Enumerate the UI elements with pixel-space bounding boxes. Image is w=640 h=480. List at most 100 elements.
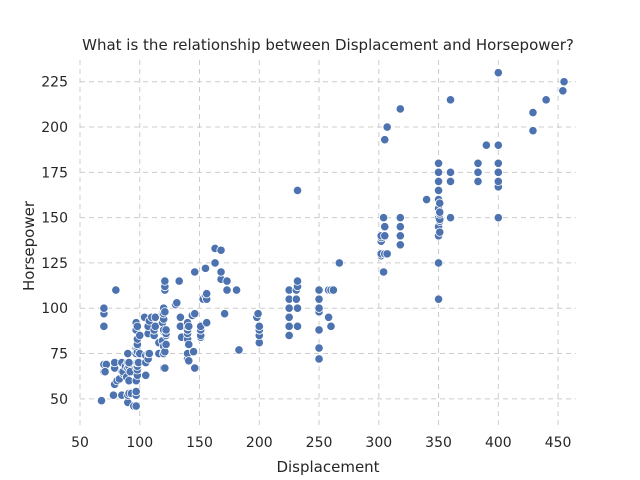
data-point — [253, 309, 263, 319]
data-point — [314, 294, 324, 304]
data-point — [284, 312, 294, 322]
data-point — [395, 104, 405, 114]
x-tick-label: 50 — [71, 435, 89, 451]
data-point — [541, 95, 551, 105]
data-point — [435, 198, 445, 208]
data-point — [135, 330, 145, 341]
data-point — [220, 309, 230, 319]
data-point — [216, 267, 226, 277]
data-point — [174, 276, 184, 286]
data-point — [395, 231, 405, 241]
data-point — [473, 167, 483, 177]
y-tick-label: 175 — [41, 165, 68, 181]
data-point — [445, 95, 456, 105]
data-point — [216, 245, 226, 255]
data-point — [184, 356, 194, 366]
data-point — [445, 167, 456, 177]
data-points — [96, 68, 569, 411]
data-point — [222, 285, 232, 295]
data-point — [382, 122, 392, 132]
data-point — [528, 126, 538, 136]
data-point — [433, 176, 444, 186]
data-point — [231, 285, 242, 295]
data-point — [108, 390, 119, 400]
data-point — [254, 321, 264, 331]
data-point — [558, 86, 568, 96]
data-point — [314, 285, 324, 295]
data-point — [190, 309, 200, 319]
data-point — [395, 240, 405, 250]
data-point — [222, 276, 232, 286]
data-point — [493, 176, 503, 186]
data-point — [160, 363, 170, 373]
data-point — [202, 289, 212, 299]
data-point — [202, 318, 212, 328]
data-point — [161, 325, 171, 335]
data-point — [422, 194, 432, 205]
data-point — [473, 158, 483, 168]
y-tick-label: 150 — [41, 211, 68, 227]
x-tick-label: 400 — [485, 435, 512, 451]
data-point — [445, 213, 456, 223]
data-point — [210, 258, 220, 268]
data-point — [493, 213, 503, 223]
data-point — [378, 213, 389, 223]
x-tick-label: 450 — [545, 435, 572, 451]
data-point — [284, 303, 294, 313]
x-tick-label: 100 — [126, 435, 153, 451]
data-point — [334, 258, 344, 268]
y-axis-label: Horsepower — [20, 200, 38, 291]
data-point — [184, 339, 194, 350]
data-point — [284, 321, 294, 331]
y-tick-label: 200 — [41, 120, 68, 136]
data-point — [493, 167, 503, 177]
data-point — [190, 363, 200, 373]
data-point — [111, 285, 121, 295]
x-tick-label: 250 — [306, 435, 333, 451]
data-point — [473, 176, 483, 186]
data-point — [493, 158, 503, 168]
data-point — [493, 140, 503, 150]
data-point — [380, 222, 390, 232]
data-point — [188, 347, 199, 357]
data-point — [96, 396, 107, 406]
data-point — [292, 276, 303, 286]
data-point — [314, 303, 324, 313]
x-tick-label: 200 — [246, 435, 273, 451]
data-point — [433, 258, 444, 268]
data-point — [292, 185, 303, 196]
data-point — [395, 222, 405, 232]
data-point — [292, 321, 303, 331]
data-point — [190, 267, 200, 277]
data-point — [123, 348, 133, 359]
data-point — [141, 370, 151, 380]
x-tick-label: 350 — [425, 435, 452, 451]
data-point — [292, 303, 303, 313]
data-point — [328, 285, 338, 295]
x-tick-label: 300 — [365, 435, 392, 451]
data-point — [445, 176, 456, 186]
chart-title: What is the relationship between Displac… — [82, 36, 574, 54]
data-point — [184, 321, 194, 331]
data-point — [435, 207, 445, 217]
data-point — [144, 348, 154, 359]
data-point — [382, 249, 392, 259]
data-point — [433, 167, 444, 177]
data-point — [326, 321, 336, 331]
x-tick-label: 150 — [186, 435, 213, 451]
data-point — [314, 354, 324, 364]
data-point — [132, 321, 142, 331]
data-point — [131, 401, 141, 411]
grid — [79, 60, 576, 426]
data-point — [433, 294, 444, 304]
data-point — [160, 276, 170, 286]
data-point — [493, 68, 503, 78]
data-point — [528, 107, 538, 118]
data-point — [200, 263, 211, 273]
y-tick-label: 225 — [41, 75, 68, 91]
y-tick-label: 125 — [41, 256, 68, 272]
data-point — [234, 345, 244, 355]
data-point — [314, 325, 324, 335]
data-point — [161, 339, 171, 350]
